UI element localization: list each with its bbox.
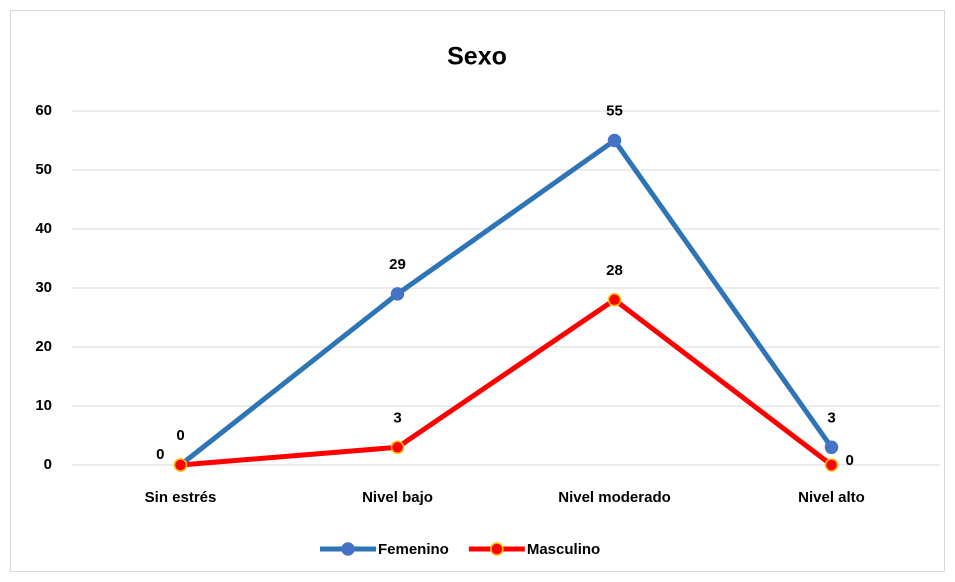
x-tick-label: Nivel bajo (362, 489, 433, 506)
marker (390, 440, 405, 455)
legend-marker (490, 542, 504, 556)
series-line (178, 138, 834, 467)
legend-label: Masculino (527, 541, 600, 558)
data-label: 0 (176, 427, 184, 444)
data-label: 28 (606, 262, 623, 279)
y-tick-label: 0 (44, 456, 52, 473)
marker (607, 293, 622, 307)
marker (607, 133, 622, 148)
y-tick-label: 30 (35, 279, 52, 296)
marker (390, 287, 405, 301)
marker (824, 458, 839, 472)
data-label: 3 (827, 409, 835, 426)
x-tick-label: Nivel moderado (558, 489, 671, 506)
y-tick-label: 60 (35, 102, 52, 119)
x-tick-label: Nivel alto (798, 489, 865, 506)
legend-label: Femenino (378, 541, 449, 558)
marker (173, 458, 188, 472)
y-tick-label: 50 (35, 161, 52, 178)
data-label: 55 (606, 102, 623, 119)
data-label: 0 (846, 452, 854, 469)
y-tick-label: 20 (35, 338, 52, 355)
x-tick-label: Sin estrés (145, 489, 217, 506)
legend-marker (341, 542, 355, 556)
chart-frame (10, 10, 945, 572)
y-tick-label: 40 (35, 220, 52, 237)
data-label: 0 (156, 446, 164, 463)
series-line (180, 297, 834, 468)
marker (824, 440, 839, 455)
data-label: 3 (393, 409, 401, 426)
chart-title: Sexo (447, 43, 507, 71)
data-label: 29 (389, 256, 406, 273)
y-tick-label: 10 (35, 397, 52, 414)
